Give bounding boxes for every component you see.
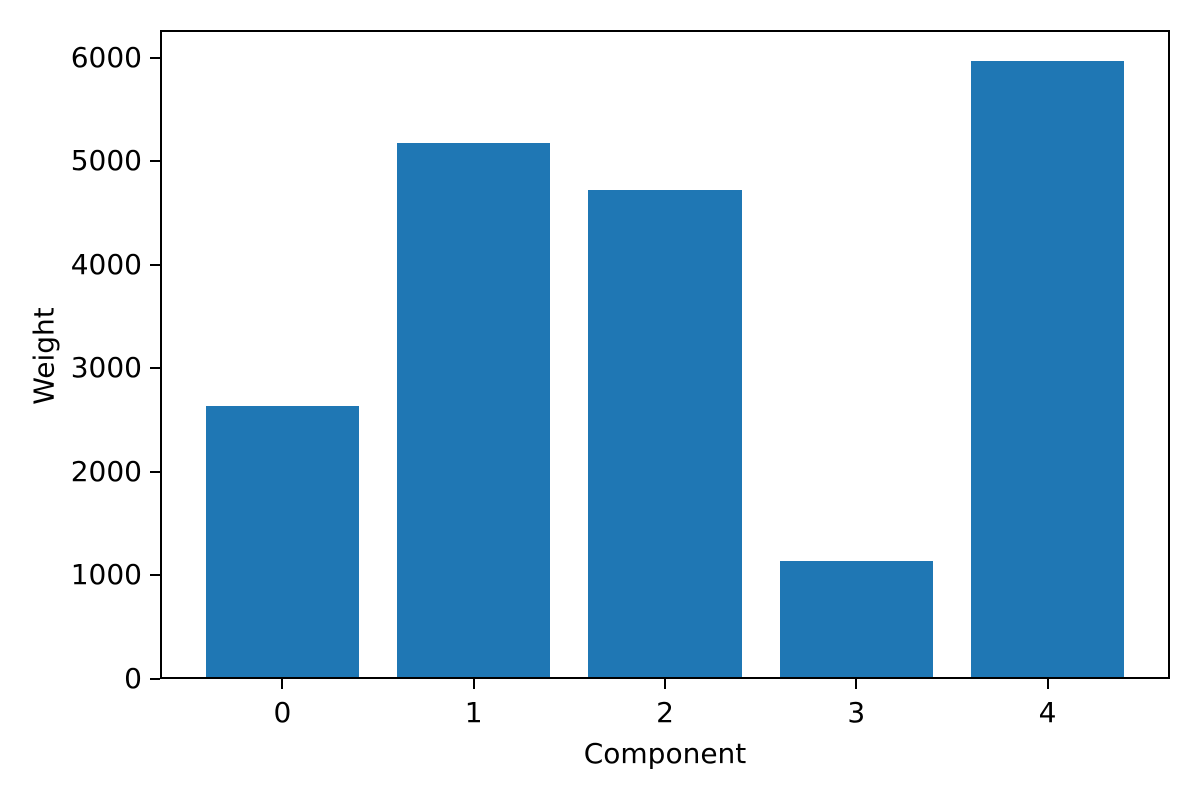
y-tick	[150, 160, 160, 163]
y-tick-label: 1000	[70, 558, 142, 592]
x-tick-label: 1	[464, 696, 483, 729]
y-tick-label: 4000	[70, 247, 142, 281]
x-tick	[472, 679, 475, 689]
x-axis-label: Component	[583, 737, 747, 770]
y-tick	[150, 574, 160, 577]
bar	[397, 143, 551, 679]
y-tick	[150, 470, 160, 473]
x-tick	[281, 679, 284, 689]
x-tick	[1046, 679, 1049, 689]
plot-area: 0 1000 2000 3000 4000 5000 6000 0 1 2 3 4	[71, 30, 1170, 729]
y-tick-label: 3000	[70, 351, 142, 385]
y-tick-label: 0	[124, 662, 142, 695]
x-tick-label: 4	[1038, 696, 1057, 729]
bar	[779, 561, 933, 679]
x-tick-label: 3	[847, 696, 866, 729]
y-tick-label: 5000	[70, 144, 142, 178]
bar	[588, 189, 742, 679]
y-tick	[150, 367, 160, 370]
x-tick-label: 0	[273, 696, 292, 729]
bar	[205, 405, 359, 679]
x-tick	[855, 679, 858, 689]
y-tick-label: 2000	[70, 454, 142, 488]
x-tick	[664, 679, 666, 689]
y-tick-label: 6000	[70, 40, 142, 74]
bar	[971, 61, 1125, 679]
x-tick-label: 2	[656, 696, 674, 729]
y-tick	[150, 56, 160, 59]
y-tick	[150, 678, 160, 680]
y-tick	[150, 263, 160, 266]
